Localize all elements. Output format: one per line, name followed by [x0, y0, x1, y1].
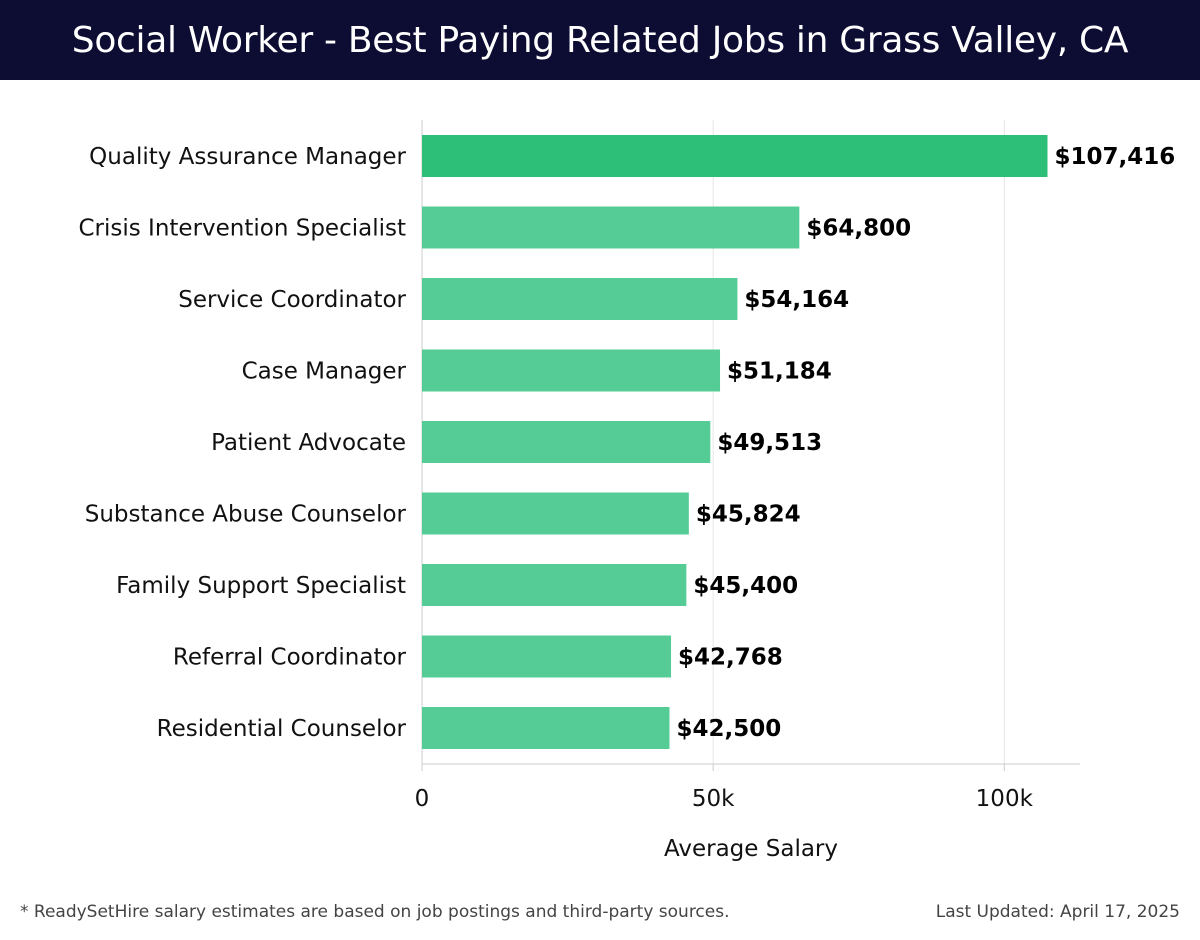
salary-bar-chart: Quality Assurance Manager Crisis Interven…: [78, 120, 1175, 862]
category-label: Patient Advocate: [211, 430, 406, 456]
value-label: $42,500: [676, 716, 781, 742]
x-axis-title: Average Salary: [664, 836, 838, 862]
value-label: $42,768: [678, 645, 783, 671]
bar: [422, 707, 670, 749]
category-label: Quality Assurance Manager: [89, 144, 406, 170]
page-title: Social Worker - Best Paying Related Jobs…: [71, 19, 1129, 61]
category-labels: Quality Assurance Manager Crisis Interven…: [78, 144, 406, 742]
value-label: $51,184: [727, 359, 832, 385]
value-label: $49,513: [717, 430, 822, 456]
value-label: $45,824: [696, 502, 801, 528]
value-label: $45,400: [693, 573, 798, 599]
value-label: $54,164: [744, 287, 849, 313]
last-updated: Last Updated: April 17, 2025: [935, 902, 1180, 922]
category-label: Family Support Specialist: [116, 573, 406, 599]
title-bar: Social Worker - Best Paying Related Jobs…: [0, 0, 1200, 80]
footnote: * ReadySetHire salary estimates are base…: [20, 902, 730, 922]
category-label: Crisis Intervention Specialist: [78, 216, 406, 242]
category-label: Referral Coordinator: [173, 645, 407, 671]
value-labels: $107,416 $64,800 $54,164 $51,184 $49,513 $45,…: [676, 144, 1175, 742]
x-tick-label: 0: [415, 786, 430, 812]
bar: [422, 135, 1048, 177]
bar: [422, 492, 689, 535]
category-label: Case Manager: [242, 359, 407, 385]
x-tick-label: 50k: [692, 786, 735, 812]
bar: [422, 349, 721, 392]
category-label: Service Coordinator: [178, 287, 406, 313]
x-tick-label: 100k: [976, 786, 1034, 812]
bar: [422, 278, 738, 320]
category-label: Substance Abuse Counselor: [85, 502, 407, 528]
bar: [422, 564, 687, 606]
bar: [422, 421, 711, 463]
value-label: $64,800: [806, 216, 911, 242]
value-label: $107,416: [1054, 144, 1175, 170]
bar: [422, 635, 672, 678]
bars: [422, 135, 1048, 749]
x-axis: 0 50k 100k: [415, 763, 1080, 812]
category-label: Residential Counselor: [157, 716, 407, 742]
bar: [422, 206, 800, 249]
